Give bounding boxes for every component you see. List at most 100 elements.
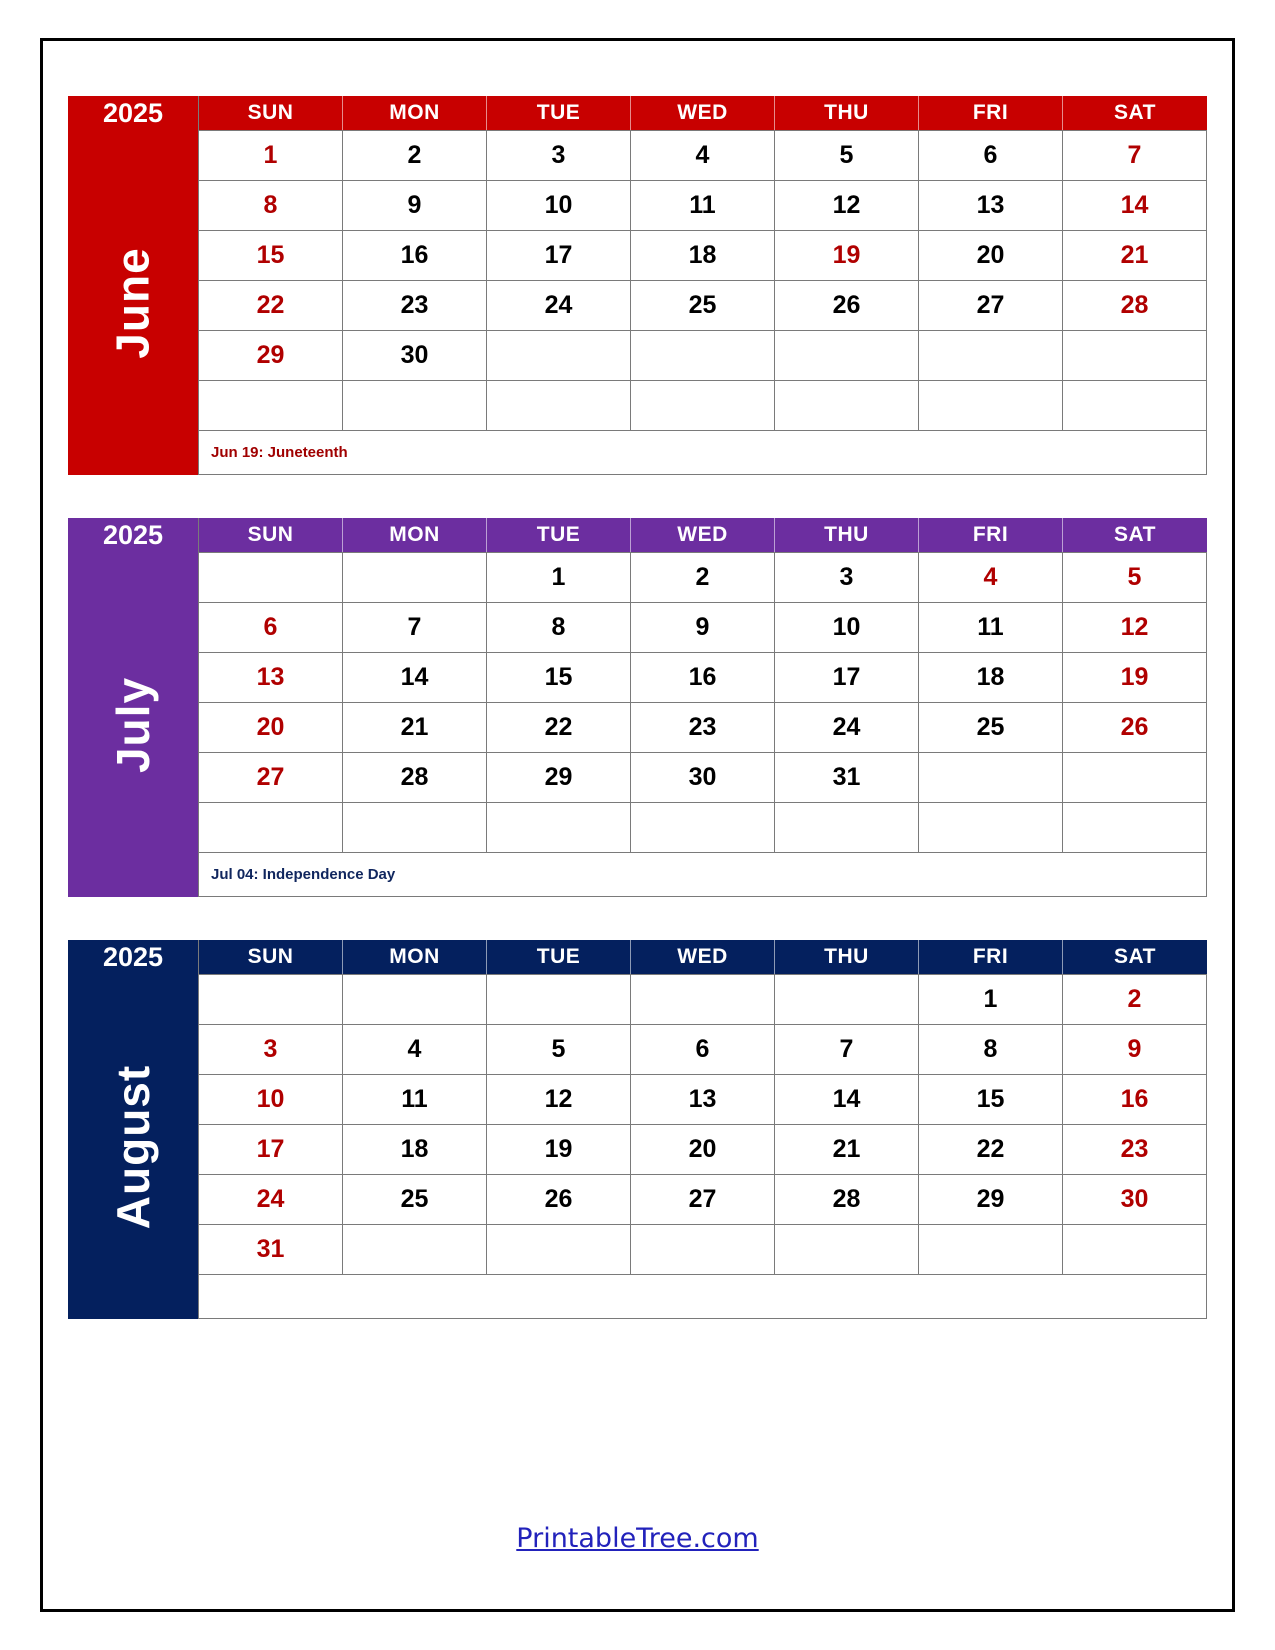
day-cell-august-15[interactable]: 15: [919, 1075, 1063, 1125]
day-cell-august-3[interactable]: 3: [199, 1025, 343, 1075]
day-cell-june-17[interactable]: 17: [487, 231, 631, 281]
day-cell-july-1[interactable]: 1: [487, 553, 631, 603]
day-cell-august-14[interactable]: 14: [775, 1075, 919, 1125]
day-cell-june-28[interactable]: 28: [1063, 281, 1207, 331]
day-cell-august-4[interactable]: 4: [343, 1025, 487, 1075]
day-cell-august-26[interactable]: 26: [487, 1175, 631, 1225]
day-cell-empty: [1063, 331, 1207, 381]
day-cell-june-30[interactable]: 30: [343, 331, 487, 381]
day-cell-july-25[interactable]: 25: [919, 703, 1063, 753]
day-cell-july-5[interactable]: 5: [1063, 553, 1207, 603]
day-cell-august-24[interactable]: 24: [199, 1175, 343, 1225]
day-cell-august-20[interactable]: 20: [631, 1125, 775, 1175]
day-cell-july-28[interactable]: 28: [343, 753, 487, 803]
day-cell-july-20[interactable]: 20: [199, 703, 343, 753]
day-cell-august-7[interactable]: 7: [775, 1025, 919, 1075]
day-cell-july-8[interactable]: 8: [487, 603, 631, 653]
day-cell-july-16[interactable]: 16: [631, 653, 775, 703]
printabletree-link[interactable]: PrintableTree.com: [516, 1523, 759, 1554]
day-cell-june-13[interactable]: 13: [919, 181, 1063, 231]
day-cell-august-8[interactable]: 8: [919, 1025, 1063, 1075]
day-cell-june-11[interactable]: 11: [631, 181, 775, 231]
day-cell-june-22[interactable]: 22: [199, 281, 343, 331]
day-cell-june-7[interactable]: 7: [1063, 131, 1207, 181]
day-cell-june-4[interactable]: 4: [631, 131, 775, 181]
day-cell-june-12[interactable]: 12: [775, 181, 919, 231]
day-cell-june-25[interactable]: 25: [631, 281, 775, 331]
day-cell-july-29[interactable]: 29: [487, 753, 631, 803]
day-cell-august-17[interactable]: 17: [199, 1125, 343, 1175]
day-cell-june-29[interactable]: 29: [199, 331, 343, 381]
weeks-container: 1 2 3 4 5 6 7 8 9 10 11 12 13 14 15 16 17 18 19 20 21 22 23 24 2…: [199, 130, 1207, 475]
day-cell-june-21[interactable]: 21: [1063, 231, 1207, 281]
day-cell-august-25[interactable]: 25: [343, 1175, 487, 1225]
day-cell-june-3[interactable]: 3: [487, 131, 631, 181]
day-cell-august-2[interactable]: 2: [1063, 975, 1207, 1025]
day-cell-august-12[interactable]: 12: [487, 1075, 631, 1125]
weekday-header-wed: WED: [631, 940, 775, 974]
day-cell-june-9[interactable]: 9: [343, 181, 487, 231]
day-cell-june-27[interactable]: 27: [919, 281, 1063, 331]
day-cell-june-5[interactable]: 5: [775, 131, 919, 181]
day-cell-august-11[interactable]: 11: [343, 1075, 487, 1125]
day-cell-august-1[interactable]: 1: [919, 975, 1063, 1025]
day-cell-july-3[interactable]: 3: [775, 553, 919, 603]
day-cell-august-13[interactable]: 13: [631, 1075, 775, 1125]
day-cell-july-9[interactable]: 9: [631, 603, 775, 653]
day-cell-august-6[interactable]: 6: [631, 1025, 775, 1075]
day-cell-june-14[interactable]: 14: [1063, 181, 1207, 231]
day-cell-july-18[interactable]: 18: [919, 653, 1063, 703]
day-cell-june-15[interactable]: 15: [199, 231, 343, 281]
day-cell-july-2[interactable]: 2: [631, 553, 775, 603]
day-cell-july-17[interactable]: 17: [775, 653, 919, 703]
day-cell-july-15[interactable]: 15: [487, 653, 631, 703]
day-cell-june-10[interactable]: 10: [487, 181, 631, 231]
weekday-header-sun: SUN: [199, 518, 343, 552]
day-cell-june-6[interactable]: 6: [919, 131, 1063, 181]
day-cell-june-26[interactable]: 26: [775, 281, 919, 331]
day-cell-august-31[interactable]: 31: [199, 1225, 343, 1275]
day-cell-august-27[interactable]: 27: [631, 1175, 775, 1225]
day-cell-july-13[interactable]: 13: [199, 653, 343, 703]
day-cell-june-16[interactable]: 16: [343, 231, 487, 281]
day-cell-july-11[interactable]: 11: [919, 603, 1063, 653]
day-cell-june-19[interactable]: 19: [775, 231, 919, 281]
day-cell-august-16[interactable]: 16: [1063, 1075, 1207, 1125]
day-cell-july-22[interactable]: 22: [487, 703, 631, 753]
day-cell-august-21[interactable]: 21: [775, 1125, 919, 1175]
day-cell-august-29[interactable]: 29: [919, 1175, 1063, 1225]
day-cell-july-31[interactable]: 31: [775, 753, 919, 803]
day-cell-june-20[interactable]: 20: [919, 231, 1063, 281]
day-cell-july-26[interactable]: 26: [1063, 703, 1207, 753]
day-cell-empty: [919, 331, 1063, 381]
day-cell-august-23[interactable]: 23: [1063, 1125, 1207, 1175]
day-cell-august-22[interactable]: 22: [919, 1125, 1063, 1175]
day-cell-june-8[interactable]: 8: [199, 181, 343, 231]
day-cell-july-10[interactable]: 10: [775, 603, 919, 653]
day-cell-july-12[interactable]: 12: [1063, 603, 1207, 653]
day-cell-july-7[interactable]: 7: [343, 603, 487, 653]
day-cell-august-9[interactable]: 9: [1063, 1025, 1207, 1075]
day-cell-july-14[interactable]: 14: [343, 653, 487, 703]
day-cell-june-1[interactable]: 1: [199, 131, 343, 181]
day-cell-june-2[interactable]: 2: [343, 131, 487, 181]
day-cell-august-30[interactable]: 30: [1063, 1175, 1207, 1225]
day-cell-july-6[interactable]: 6: [199, 603, 343, 653]
day-cell-june-24[interactable]: 24: [487, 281, 631, 331]
weekday-header-row: SUN MON TUE WED THU FRI SAT: [199, 940, 1207, 974]
day-cell-august-5[interactable]: 5: [487, 1025, 631, 1075]
day-cell-july-19[interactable]: 19: [1063, 653, 1207, 703]
day-cell-july-4[interactable]: 4: [919, 553, 1063, 603]
day-cell-july-21[interactable]: 21: [343, 703, 487, 753]
day-cell-june-18[interactable]: 18: [631, 231, 775, 281]
day-cell-july-27[interactable]: 27: [199, 753, 343, 803]
day-cell-august-10[interactable]: 10: [199, 1075, 343, 1125]
day-cell-june-23[interactable]: 23: [343, 281, 487, 331]
day-cell-august-18[interactable]: 18: [343, 1125, 487, 1175]
day-cell-july-23[interactable]: 23: [631, 703, 775, 753]
day-cell-august-19[interactable]: 19: [487, 1125, 631, 1175]
day-cell-july-30[interactable]: 30: [631, 753, 775, 803]
day-cell-july-24[interactable]: 24: [775, 703, 919, 753]
day-cell-august-28[interactable]: 28: [775, 1175, 919, 1225]
